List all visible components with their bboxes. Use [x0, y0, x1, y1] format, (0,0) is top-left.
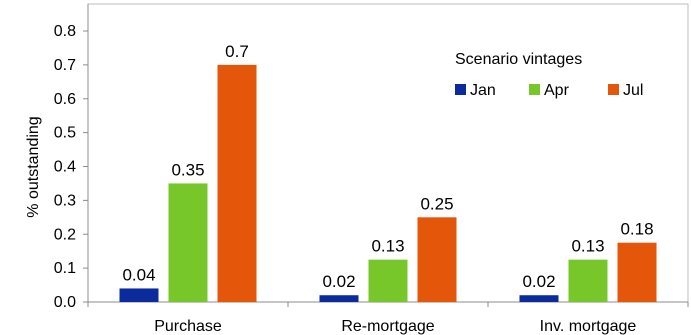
bar-apr	[568, 259, 608, 302]
bar-value-label: 0.13	[571, 237, 604, 256]
legend: Scenario vintages Jan Apr Jul	[455, 51, 643, 99]
legend-swatch-jul	[608, 84, 619, 95]
bar-value-label: 0.35	[171, 160, 204, 179]
bar-value-label: 0.7	[225, 42, 249, 61]
x-category-label: Purchase	[154, 318, 222, 335]
bar-series-group: 0.04 0.35 0.7 0.02 0.13 0.25 0.02 0.13 0.18	[119, 42, 657, 302]
bar-jan	[119, 288, 159, 302]
bar-value-label: 0.13	[371, 237, 404, 256]
legend-title: Scenario vintages	[455, 51, 582, 68]
legend-swatch-jan	[455, 84, 466, 95]
y-tick-label: 0.7	[54, 57, 76, 74]
y-tick-label: 0.1	[54, 260, 76, 277]
bar-jul	[617, 242, 657, 302]
legend-label: Jul	[623, 82, 643, 99]
bar-apr	[368, 259, 408, 302]
y-tick-label: 0.6	[54, 91, 76, 108]
bar-jul	[217, 64, 257, 302]
bar-jan	[319, 295, 359, 302]
legend-label: Jan	[470, 82, 496, 99]
bar-value-label: 0.02	[522, 272, 555, 291]
y-tick-label: 0.2	[54, 226, 76, 243]
y-tick-label: 0.3	[54, 192, 76, 209]
y-tick-label: 0.4	[54, 159, 76, 176]
y-axis-title: % outstanding	[25, 116, 42, 217]
x-axis: Purchase Re-mortgage Inv. mortgage	[87, 301, 689, 335]
bar-apr	[168, 183, 208, 302]
x-category-label: Re-mortgage	[341, 318, 434, 335]
y-axis: 0.0 0.1 0.2 0.3 0.4 0.5 0.6 0.7 0.8	[54, 4, 89, 311]
legend-items: Jan Apr Jul	[455, 82, 643, 99]
bar-value-label: 0.18	[620, 220, 653, 239]
y-tick-label: 0.5	[54, 125, 76, 142]
bar-value-label: 0.25	[420, 194, 453, 213]
bar-jan	[519, 295, 559, 302]
y-tick-label: 0.0	[54, 294, 76, 311]
bar-value-label: 0.02	[322, 272, 355, 291]
y-tick-label: 0.8	[54, 23, 76, 40]
legend-label: Apr	[544, 82, 570, 99]
x-category-label: Inv. mortgage	[540, 318, 637, 335]
legend-swatch-apr	[529, 84, 540, 95]
bar-value-label: 0.04	[122, 265, 155, 284]
bar-jul	[417, 217, 457, 302]
